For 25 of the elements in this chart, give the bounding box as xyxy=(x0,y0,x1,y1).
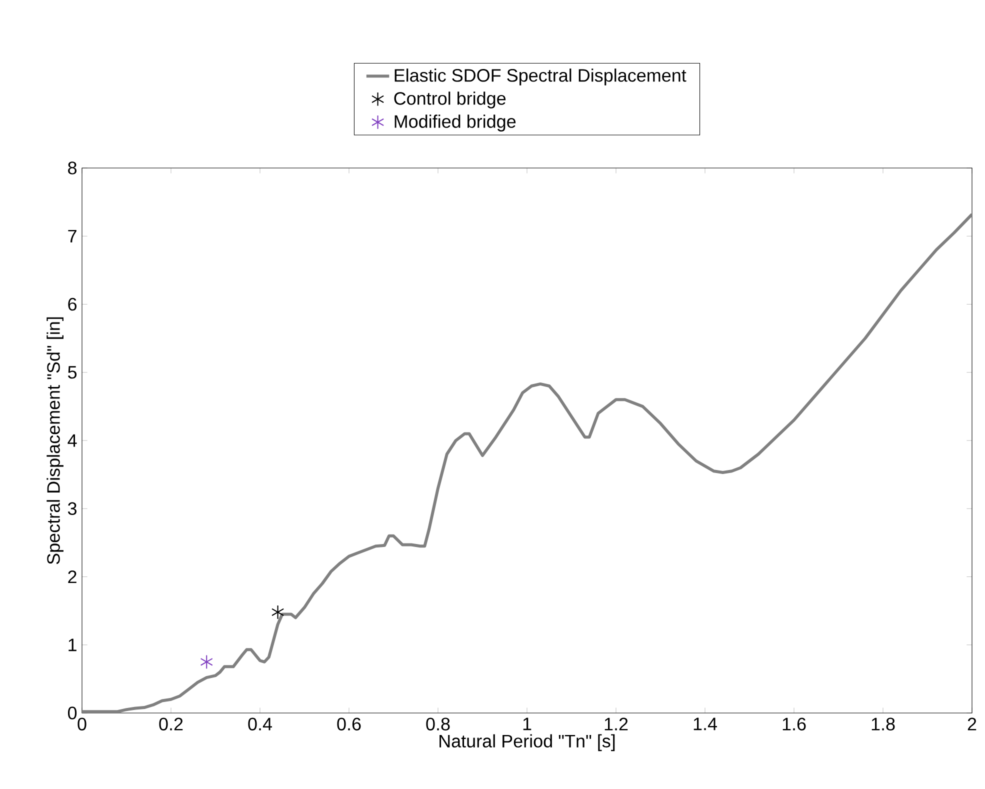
y-tick-label: 7 xyxy=(68,230,76,242)
x-tick-label: 1 xyxy=(523,718,532,730)
legend-label: Control bridge xyxy=(394,92,506,108)
x-tick-label: 0.2 xyxy=(159,718,183,730)
x-tick-label: 0.6 xyxy=(337,718,361,730)
x-tick-label: 0.8 xyxy=(426,718,450,730)
x-tick-label: 1.8 xyxy=(872,718,895,730)
y-tick-label: 4 xyxy=(68,434,77,447)
legend-label: Modified bridge xyxy=(394,114,516,132)
y-tick-label: 2 xyxy=(68,570,76,584)
y-tick-label: 1 xyxy=(68,638,76,652)
y-tick-label: 0 xyxy=(68,706,77,720)
y-tick-label: 5 xyxy=(68,366,77,379)
legend-label: Elastic SDOF Spectral Displacement xyxy=(394,68,686,86)
y-axis-title: Spectral Displacement "Sd" [in] xyxy=(46,317,64,564)
x-tick-label: 2 xyxy=(968,718,976,730)
x-tick-label: 0 xyxy=(78,718,86,730)
x-tick-label: 1.6 xyxy=(782,718,806,730)
y-tick-label: 6 xyxy=(68,298,76,311)
x-axis-title: Natural Period "Tn" [s] xyxy=(440,734,615,752)
y-tick-label: 3 xyxy=(68,502,76,515)
y-tick-label: 8 xyxy=(68,162,76,174)
x-tick-label: 1.4 xyxy=(694,718,717,730)
x-tick-label: 1.2 xyxy=(604,718,628,730)
x-tick-label: 0.4 xyxy=(248,718,272,730)
